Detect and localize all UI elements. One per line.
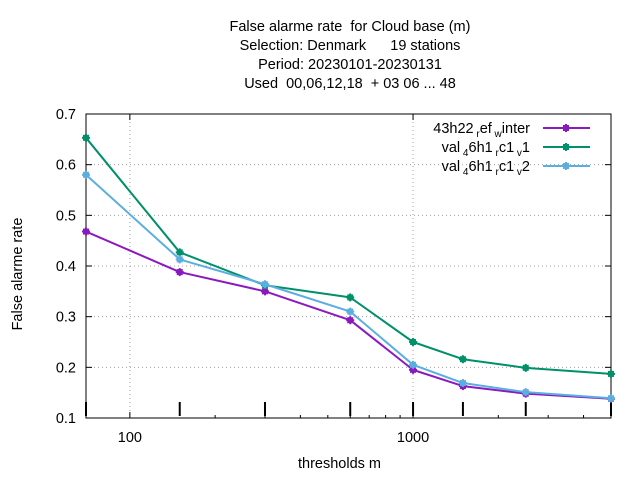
point-mark: [347, 308, 354, 315]
legend-label: 43h22 ref winter: [433, 121, 530, 140]
legend-marker: [563, 125, 569, 131]
legend-item: val 46h1 rc1 v2: [442, 159, 590, 178]
legend-item: val 46h1 rc1 v1: [442, 140, 590, 159]
y-tick-label: 0.1: [56, 411, 76, 427]
data-point: [175, 255, 184, 264]
point-mark: [261, 281, 268, 288]
series-line-3: [85, 174, 612, 400]
data-point: [409, 360, 418, 369]
point-mark: [608, 370, 614, 377]
y-tick-label: 0.4: [56, 259, 76, 275]
legend-marker: [563, 163, 569, 169]
data-point: [260, 280, 269, 289]
point-mark: [176, 256, 183, 263]
data-point: [521, 388, 530, 397]
x-tick-label: 1000: [397, 430, 429, 446]
data-point: [607, 394, 615, 403]
x-axis-label: thresholds m: [298, 456, 382, 472]
data-point: [458, 355, 467, 364]
point-mark: [410, 361, 417, 368]
point-mark: [410, 339, 417, 345]
data-point: [82, 170, 90, 179]
data-point: [607, 369, 615, 378]
point-mark: [459, 380, 466, 387]
data-point: [175, 268, 184, 277]
y-tick-label: 0.3: [56, 310, 76, 326]
data-point: [458, 379, 467, 388]
point-mark: [176, 249, 183, 256]
data-point: [82, 227, 90, 236]
chart-title-line-1: False alarme rate for Cloud base (m): [229, 19, 471, 35]
point-mark: [261, 288, 268, 295]
chart-title-line-4: Used 00,06,12,18 + 03 06 ... 48: [244, 76, 456, 92]
legend-item: 43h22 ref winter: [433, 121, 590, 140]
point-mark: [410, 366, 417, 373]
legend-marker: [563, 144, 569, 150]
legend-label: val 46h1 rc1 v2: [442, 159, 530, 178]
y-axis-label: False alarme rate: [10, 217, 26, 331]
data-point: [82, 133, 90, 142]
y-tick-label: 0.5: [56, 208, 76, 224]
data-point: [346, 307, 355, 316]
point-mark: [522, 364, 529, 371]
axis-ticks: 0.1 0.2 0.3 0.4 0.5 0.6 0.7 100 1000: [56, 107, 612, 446]
data-point: [346, 293, 355, 302]
point-mark: [83, 134, 89, 141]
point-mark: [459, 356, 466, 363]
y-tick-label: 0.6: [56, 158, 76, 174]
chart-title-line-3: Period: 20230101-20230131: [258, 57, 442, 73]
point-mark: [608, 395, 614, 402]
data-point: [346, 316, 355, 325]
point-mark: [83, 228, 89, 235]
y-tick-label: 0.2: [56, 360, 76, 376]
series-line-2: [85, 137, 612, 375]
chart-title-line-2: Selection: Denmark 19 stations: [239, 38, 461, 54]
data-point: [521, 363, 530, 372]
point-mark: [347, 317, 354, 324]
point-mark: [347, 294, 354, 301]
legend-label: val 46h1 rc1 v1: [442, 140, 530, 159]
y-tick-label: 0.7: [56, 107, 76, 123]
grid-lines: [86, 114, 611, 418]
series-line-1: [85, 230, 612, 400]
series-layer: [82, 133, 615, 403]
data-point: [175, 248, 184, 257]
data-point: [409, 338, 418, 346]
point-mark: [522, 389, 529, 396]
point-mark: [83, 171, 89, 178]
point-mark: [176, 269, 183, 276]
x-tick-label: 100: [118, 430, 142, 446]
